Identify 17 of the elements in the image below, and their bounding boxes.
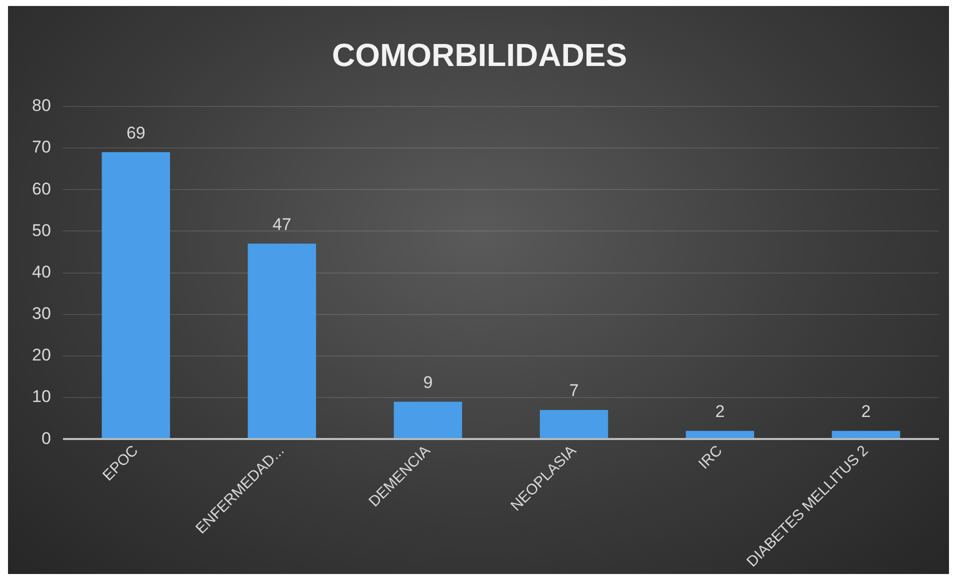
y-tick-label: 40 bbox=[32, 262, 51, 282]
y-tick-label: 50 bbox=[32, 220, 51, 240]
y-tick-label: 30 bbox=[32, 304, 51, 324]
x-tick-label: IRC bbox=[695, 442, 726, 473]
data-label: 7 bbox=[569, 381, 579, 400]
chart-title: COMORBILIDADES bbox=[332, 37, 628, 74]
data-label: 2 bbox=[715, 402, 725, 422]
data-label: 69 bbox=[126, 123, 146, 142]
data-label: 47 bbox=[272, 214, 292, 234]
y-tick-label: 60 bbox=[32, 179, 51, 198]
data-label: 9 bbox=[423, 372, 433, 392]
y-tick-label: 0 bbox=[41, 428, 51, 448]
data-label: 2 bbox=[861, 402, 871, 422]
y-tick-label: 70 bbox=[32, 138, 51, 157]
y-tick-label: 80 bbox=[32, 96, 51, 116]
y-tick-label: 20 bbox=[32, 346, 51, 365]
y-tick-label: 10 bbox=[32, 387, 51, 406]
